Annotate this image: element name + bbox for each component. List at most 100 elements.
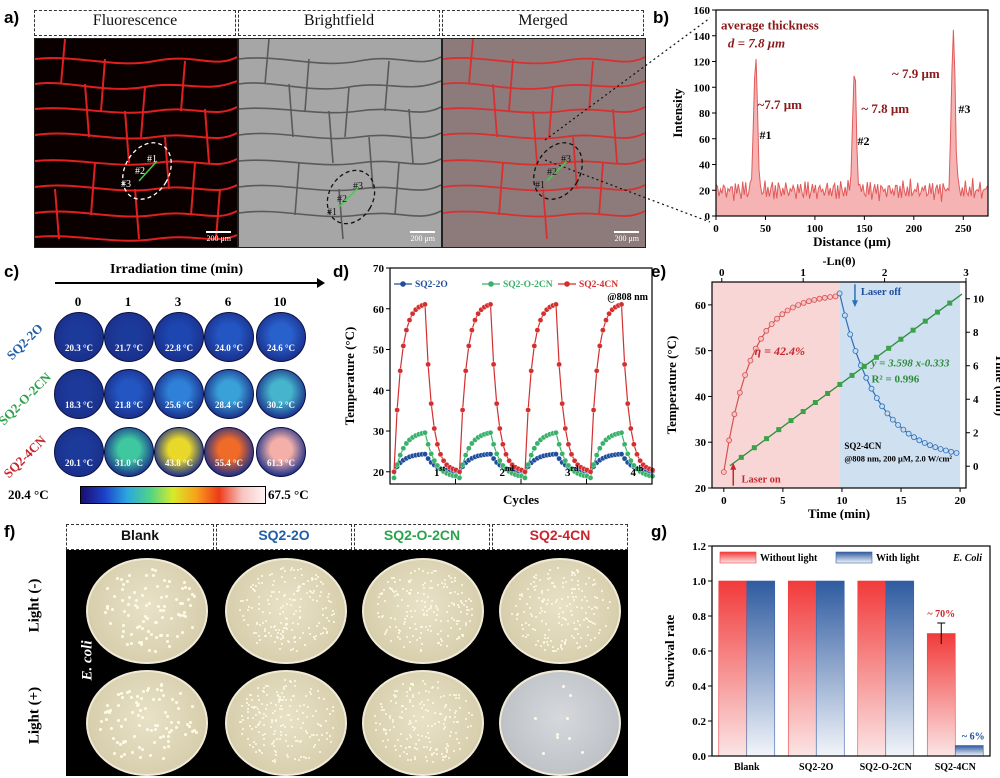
- y2-axis-label: Time (min): [993, 354, 1000, 416]
- x-axis-label: Distance (μm): [813, 234, 891, 249]
- series-point: [487, 451, 494, 457]
- y-tick-label: 20: [695, 483, 707, 495]
- brightfield-image: #3 #2 #1 200 μm: [238, 38, 442, 248]
- y-tick-label: 1.2: [692, 541, 706, 553]
- y-tick-label: 60: [699, 134, 711, 146]
- fit-equation: y = 3.598 x-0.333: [869, 358, 950, 370]
- series-point: [428, 400, 434, 407]
- linear-fit-point: [776, 427, 782, 433]
- petri-dish: [362, 558, 484, 664]
- cooling-point: [863, 374, 870, 381]
- peak-label-2: #2: [857, 134, 869, 148]
- series-point: [606, 310, 612, 317]
- series-point: [565, 462, 572, 469]
- series-point: [456, 468, 463, 475]
- thermal-temperature: 21.8 °C: [114, 400, 144, 410]
- thermal-image: 30.2 °C: [256, 369, 306, 419]
- time-arrow: [55, 278, 325, 288]
- heating-point: [784, 307, 791, 314]
- panel-letter-b: b): [653, 8, 670, 27]
- heating-region: [712, 282, 840, 488]
- series-point: [391, 475, 397, 481]
- thermal-color-scale: [80, 486, 266, 504]
- series-line: [393, 303, 653, 473]
- series-point: [568, 451, 575, 458]
- y-tick-label: 50: [695, 346, 707, 358]
- series-point: [469, 327, 475, 333]
- x2-tick-label: 1: [800, 267, 806, 279]
- cooling-point: [879, 403, 886, 410]
- y-tick-label: 0.2: [692, 716, 706, 728]
- thermal-temperature: 18.3 °C: [64, 400, 94, 410]
- cycle-label: 4th: [631, 464, 644, 479]
- header-fluorescence: Fluorescence: [34, 10, 236, 36]
- cooling-point: [932, 444, 939, 451]
- heating-point: [768, 321, 775, 327]
- thermal-image: 21.8 °C: [104, 369, 154, 419]
- marker-1-a: #1: [147, 154, 157, 165]
- series-point: [487, 301, 494, 308]
- y-tick-label: 1.0: [692, 576, 706, 588]
- linear-fit-point: [825, 390, 831, 396]
- sample-header: SQ2-2O: [216, 524, 352, 550]
- petri-dish: [499, 558, 621, 664]
- y-tick-label: 0.8: [692, 611, 706, 623]
- y2-tick-label: 10: [973, 294, 985, 306]
- laser-off-label: Laser off: [861, 287, 902, 298]
- bar: [746, 580, 776, 757]
- y-tick-label: 20: [699, 185, 711, 197]
- value-label-6: ~ 6%: [962, 732, 985, 743]
- legend-label: With light: [876, 553, 920, 564]
- series-point: [634, 451, 640, 458]
- y-tick-label: 40: [699, 160, 711, 172]
- sample-label: SQ2-4CN: [844, 441, 882, 451]
- y-tick-label: 50: [373, 345, 385, 357]
- thermal-temperature: 31.0 °C: [114, 458, 144, 468]
- heating-point: [736, 389, 743, 396]
- x-tick-label: 15: [896, 495, 908, 507]
- series-point: [440, 457, 447, 464]
- heating-point: [742, 372, 748, 378]
- thermal-temperature: 55.4 °C: [214, 458, 244, 468]
- y-axis-label: Survival rate: [662, 614, 677, 687]
- thermal-temperature: 24.0 °C: [214, 343, 244, 353]
- series-point: [565, 441, 572, 448]
- heating-point: [827, 294, 834, 300]
- series-point: [434, 441, 441, 448]
- bar: [718, 580, 748, 757]
- marker-3-c: #3: [561, 154, 571, 165]
- series-point: [403, 327, 410, 333]
- series-point: [637, 457, 643, 464]
- series-point: [534, 327, 541, 333]
- series-point: [462, 368, 469, 374]
- series-point: [562, 457, 569, 464]
- wavelength-note: @808 nm: [607, 292, 648, 303]
- thermal-image: 20.3 °C: [54, 312, 104, 362]
- value-label-70: ~ 70%: [927, 609, 955, 620]
- intensity-profile-chart: 0 50 100 150 200 250 0 20 40 60 80 100 120 140 160 Dist…: [670, 5, 989, 249]
- cooling-point: [868, 385, 875, 392]
- peak-label-3: #3: [958, 102, 970, 116]
- panel-letter-c: c): [4, 262, 20, 281]
- series-point: [600, 440, 606, 447]
- series-point: [559, 400, 565, 407]
- series-point: [506, 457, 512, 464]
- intensity-area: [716, 29, 988, 217]
- intensity-line: [715, 29, 988, 202]
- series-point: [462, 452, 469, 458]
- petri-dish: [225, 670, 347, 776]
- x-tick-label: SQ2-2O: [799, 762, 834, 773]
- series-point: [490, 361, 497, 368]
- cooling-point: [942, 447, 949, 454]
- x-tick-label: 10: [836, 495, 848, 507]
- y2-tick-label: 6: [973, 361, 979, 373]
- thermal-image: 31.0 °C: [104, 427, 154, 477]
- header-brightfield: Brightfield: [238, 10, 440, 36]
- series-point: [603, 317, 609, 323]
- x-tick-label: 0: [721, 495, 727, 507]
- series-point: [456, 475, 463, 481]
- series-point: [556, 361, 562, 368]
- thermal-temperature: 25.6 °C: [164, 400, 194, 410]
- series-point: [593, 452, 600, 458]
- x-tick-label: SQ2-O-2CN: [860, 762, 913, 773]
